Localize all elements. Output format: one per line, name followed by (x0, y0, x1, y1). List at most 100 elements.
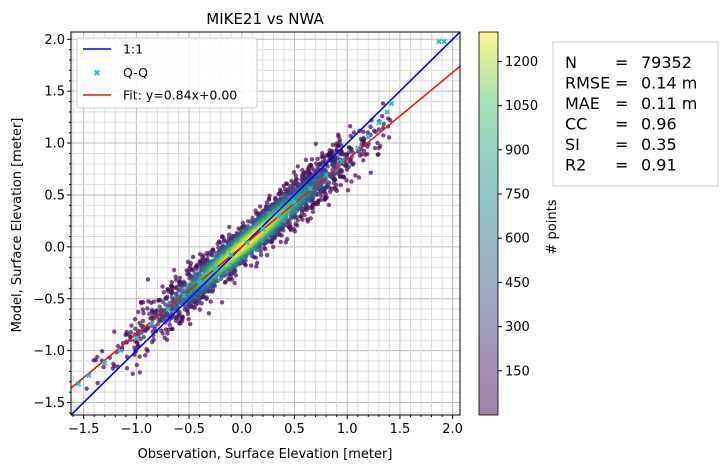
qq-marker: ✖ (339, 158, 346, 167)
density-point (225, 277, 231, 282)
density-point (101, 364, 106, 370)
x-axis: −1.5 −1.0 −0.5 0.0 0.5 1.0 1.5 2.0 (68, 415, 463, 437)
qq-marker: ✖ (323, 171, 330, 180)
density-point (162, 335, 167, 340)
density-point (140, 318, 146, 324)
density-point (134, 362, 140, 368)
stats-value: 0.35 (641, 135, 677, 154)
one-to-one-line (71, 32, 460, 415)
density-point (232, 280, 237, 286)
density-point (326, 202, 332, 208)
density-point (255, 260, 260, 265)
y-tick-label: 2.0 (44, 33, 65, 48)
stats-rows: N = 79352 RMSE = 0.14 m MAE = 0.11 m CC = 0.96 SI = 0.… (565, 53, 697, 175)
density-point (368, 132, 373, 138)
density-point (84, 386, 89, 391)
colorbar-tick-label: 450 (505, 276, 530, 291)
density-point (136, 333, 141, 339)
qq-marker: ✖ (117, 347, 124, 356)
density-point (170, 290, 175, 295)
density-point (316, 198, 321, 203)
qq-marker: ✖ (436, 37, 443, 46)
qq-marker: ✖ (149, 320, 156, 329)
density-point (295, 164, 300, 169)
density-point (330, 142, 335, 148)
density-point (190, 267, 195, 273)
qq-marker: ✖ (75, 380, 82, 389)
density-point (93, 357, 98, 363)
chart-title: MIKE21 vs NWA (206, 10, 324, 28)
stats-key: SI (565, 135, 580, 154)
stats-equals: = (615, 94, 628, 113)
qq-marker: ✖ (133, 334, 140, 343)
density-point (129, 323, 134, 328)
density-point (155, 321, 161, 327)
legend-swatch-qq: ✖ (93, 69, 101, 79)
density-point (167, 322, 172, 327)
density-point (303, 157, 309, 163)
density-point (262, 245, 267, 251)
qq-marker: ✖ (307, 185, 314, 194)
qq-marker: ✖ (196, 278, 203, 287)
density-point (337, 139, 342, 145)
density-point (310, 209, 316, 215)
density-point (140, 307, 145, 312)
density-point (351, 130, 357, 135)
density-point (285, 181, 290, 187)
density-point (145, 325, 151, 331)
density-point (368, 170, 373, 175)
density-point (132, 338, 137, 343)
density-point (177, 275, 183, 281)
density-point (348, 133, 353, 139)
colorbar-tick-label: 900 (505, 143, 530, 158)
density-point (219, 300, 225, 305)
qq-marker: ✖ (101, 359, 108, 368)
stats-equals: = (615, 135, 628, 154)
y-tick-label: −1.0 (33, 344, 65, 359)
stats-equals: = (615, 156, 628, 175)
density-point (141, 311, 146, 316)
stats-box-frame (552, 41, 719, 187)
qq-marker: ✖ (388, 100, 395, 109)
density-point (140, 300, 146, 305)
density-point (190, 254, 196, 260)
density-point (186, 317, 191, 322)
density-point (325, 164, 331, 169)
density-point (164, 296, 169, 301)
qq-marker: ✖ (86, 372, 93, 381)
density-point (208, 299, 213, 304)
density-point (368, 124, 373, 130)
density-point (356, 175, 362, 180)
density-point (258, 252, 264, 258)
density-point (264, 200, 269, 205)
density-point (137, 354, 142, 359)
stats-equals: = (615, 74, 628, 93)
density-point (112, 329, 117, 334)
colorbar-tick-label: 1050 (505, 99, 538, 114)
colorbar-label: # points (545, 199, 560, 254)
density-point (132, 316, 138, 322)
qq-marker: ✖ (365, 133, 372, 142)
density-point (338, 182, 344, 188)
qq-marker: ✖ (384, 108, 391, 117)
density-point (339, 143, 344, 148)
legend: 1:1 ✖ Q-Q Fit: y=0.84x+0.00 (76, 37, 258, 109)
x-tick-label: 1.0 (337, 422, 358, 437)
stats-value: 0.91 (641, 156, 677, 175)
grid (71, 32, 460, 415)
stats-value: 79352 (641, 53, 692, 72)
density-point (361, 129, 366, 134)
legend-label-qq: Q-Q (123, 65, 148, 80)
density-point (375, 152, 380, 157)
density-point (254, 264, 259, 269)
density-point (145, 277, 151, 282)
density-point (345, 188, 351, 193)
density-point (363, 152, 368, 157)
density-point (278, 239, 283, 245)
density-point (138, 336, 143, 342)
density-point (240, 220, 245, 226)
density-point (95, 380, 100, 386)
density-point (194, 267, 199, 272)
density-point (379, 114, 385, 119)
density-point (309, 157, 315, 162)
